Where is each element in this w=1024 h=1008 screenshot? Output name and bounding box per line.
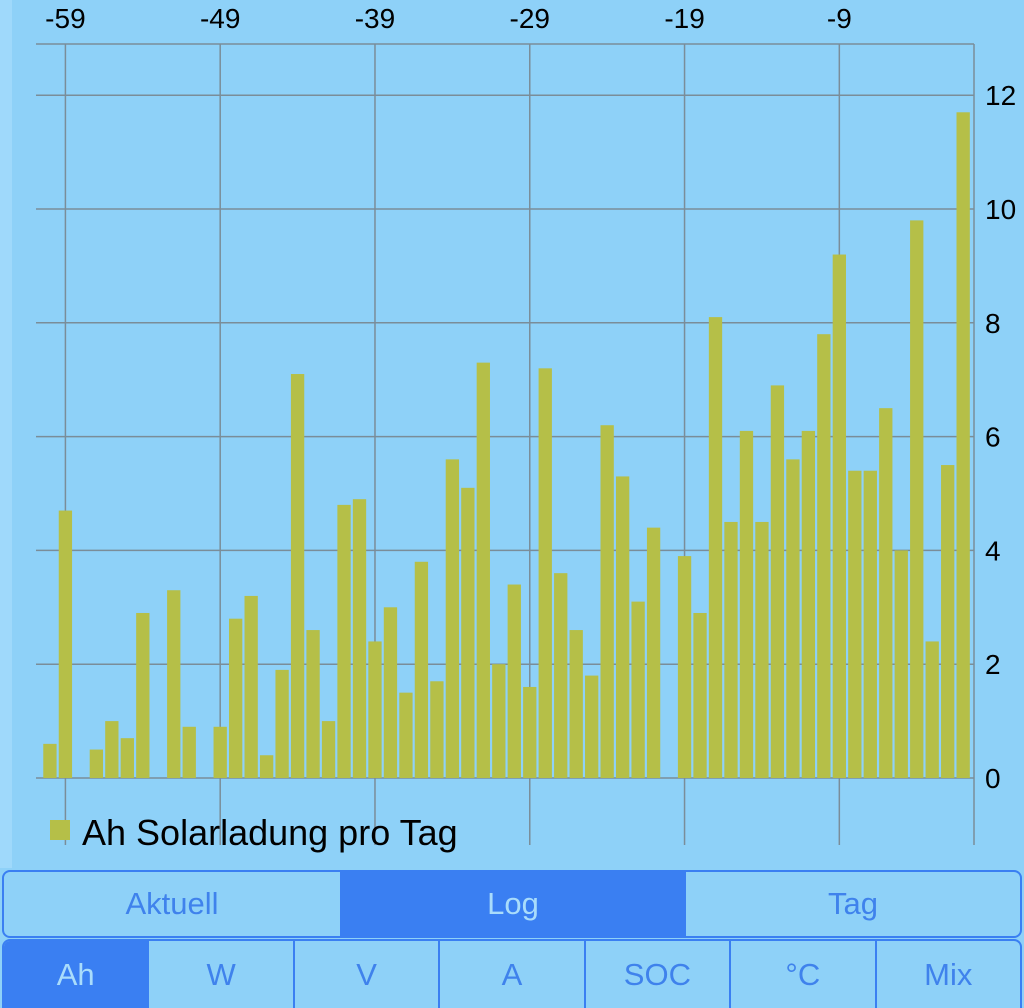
bar-day--44 xyxy=(290,374,305,778)
bar-day--56 xyxy=(105,721,119,778)
bar-day--60 xyxy=(43,743,57,778)
y-tick-label: 10 xyxy=(985,194,1016,225)
bar-day--26 xyxy=(569,630,583,778)
bar-day--11 xyxy=(801,430,816,778)
tab-unit-soc[interactable]: SOC xyxy=(586,941,732,1008)
bar-day--39 xyxy=(368,641,382,778)
bar-day--15 xyxy=(739,430,754,778)
tab-aktuell[interactable]: Aktuell xyxy=(4,872,342,936)
bar-day--1 xyxy=(956,112,970,778)
solar-charge-bar-chart: -59 -49 -39 -29 -19 -9 0 2 4 6 8 10 12 Ah Solarladu… xyxy=(36,3,1016,853)
bar-day--5 xyxy=(894,550,908,778)
y-tick-label: 2 xyxy=(985,649,1001,680)
bar-day--43 xyxy=(306,630,320,778)
bar-day--17 xyxy=(708,317,723,778)
x-tick-label: -9 xyxy=(827,3,852,34)
y-tick-label: 6 xyxy=(985,422,1001,453)
bar-day--12 xyxy=(786,459,800,778)
x-tick-label: -49 xyxy=(200,3,240,34)
bar-day--51 xyxy=(182,726,196,778)
legend-swatch xyxy=(50,820,70,840)
bar-day--49 xyxy=(213,726,227,778)
bar-day--36 xyxy=(414,561,429,778)
bar-day--34 xyxy=(445,459,460,778)
tab-unit-w[interactable]: W xyxy=(149,941,295,1008)
tab-unit-mix[interactable]: Mix xyxy=(924,956,973,992)
x-tick-label: -39 xyxy=(355,3,395,34)
bar-day--25 xyxy=(585,675,599,778)
bar-day--27 xyxy=(554,573,568,778)
x-tick-label: -29 xyxy=(510,3,550,34)
bar-day--6 xyxy=(879,408,893,778)
bar-day--18 xyxy=(693,612,707,778)
bar-day--55 xyxy=(120,738,134,778)
tab-unit-ah[interactable]: Ah xyxy=(4,941,150,1008)
chart-legend: Ah Solarladung pro Tag xyxy=(50,812,458,853)
bar-day--33 xyxy=(461,487,475,778)
y-tick-labels: 0 2 4 6 8 10 12 xyxy=(985,80,1016,794)
bar-day--32 xyxy=(476,362,490,778)
bars-layer xyxy=(43,112,970,778)
left-edge-strip xyxy=(0,0,12,868)
bar-day--35 xyxy=(430,681,444,778)
bar-day--28 xyxy=(538,368,552,778)
unit-segmented-control: Ah W V A SOC °C Mix xyxy=(2,939,1022,1008)
bar-day--9 xyxy=(832,254,846,778)
bar-day--2 xyxy=(941,465,955,778)
bar-day--59 xyxy=(58,510,73,778)
tab-log[interactable]: Log xyxy=(342,872,686,936)
x-tick-label: -19 xyxy=(664,3,704,34)
bar-day--47 xyxy=(244,595,258,778)
bar-day--40 xyxy=(352,499,367,778)
x-tick-labels: -59 -49 -39 -29 -19 -9 xyxy=(45,3,852,34)
bar-day--4 xyxy=(910,220,924,778)
tab-unit-a[interactable]: A xyxy=(440,941,586,1008)
bar-day--41 xyxy=(337,504,351,778)
bar-day--3 xyxy=(925,641,939,778)
y-tick-label: 12 xyxy=(985,80,1016,111)
bar-day--52 xyxy=(167,590,181,778)
y-tick-label: 4 xyxy=(985,535,1001,566)
bar-day--14 xyxy=(755,521,769,778)
bar-day--30 xyxy=(507,584,521,778)
bar-day--22 xyxy=(631,601,645,778)
mode-segmented-control: Aktuell Log Tag xyxy=(2,870,1022,938)
bar-day--45 xyxy=(275,669,289,778)
bar-day--42 xyxy=(321,721,336,778)
y-tick-label: 0 xyxy=(985,763,1001,794)
bar-day--29 xyxy=(523,686,537,778)
bar-day--19 xyxy=(677,556,692,778)
bar-day--37 xyxy=(399,692,413,778)
bar-day--24 xyxy=(600,425,614,778)
bar-day--16 xyxy=(724,521,738,778)
bar-day--54 xyxy=(136,612,150,778)
legend-label: Ah Solarladung pro Tag xyxy=(82,812,458,853)
bar-day--13 xyxy=(770,385,785,778)
bar-day--23 xyxy=(615,476,630,778)
bar-day--8 xyxy=(848,470,862,778)
tab-unit-celsius[interactable]: °C xyxy=(731,941,877,1008)
x-tick-label: -59 xyxy=(45,3,85,34)
tab-unit-v[interactable]: V xyxy=(295,941,441,1008)
bar-day--38 xyxy=(383,607,398,778)
bar-day--31 xyxy=(492,664,506,778)
bar-day--48 xyxy=(229,618,243,778)
y-tick-label: 8 xyxy=(985,308,1001,339)
bar-day--21 xyxy=(646,527,661,778)
bar-day--46 xyxy=(259,755,274,778)
bar-day--7 xyxy=(863,470,877,778)
tab-tag[interactable]: Tag xyxy=(828,886,878,921)
bar-day--57 xyxy=(89,749,104,778)
bar-day--10 xyxy=(817,334,831,778)
